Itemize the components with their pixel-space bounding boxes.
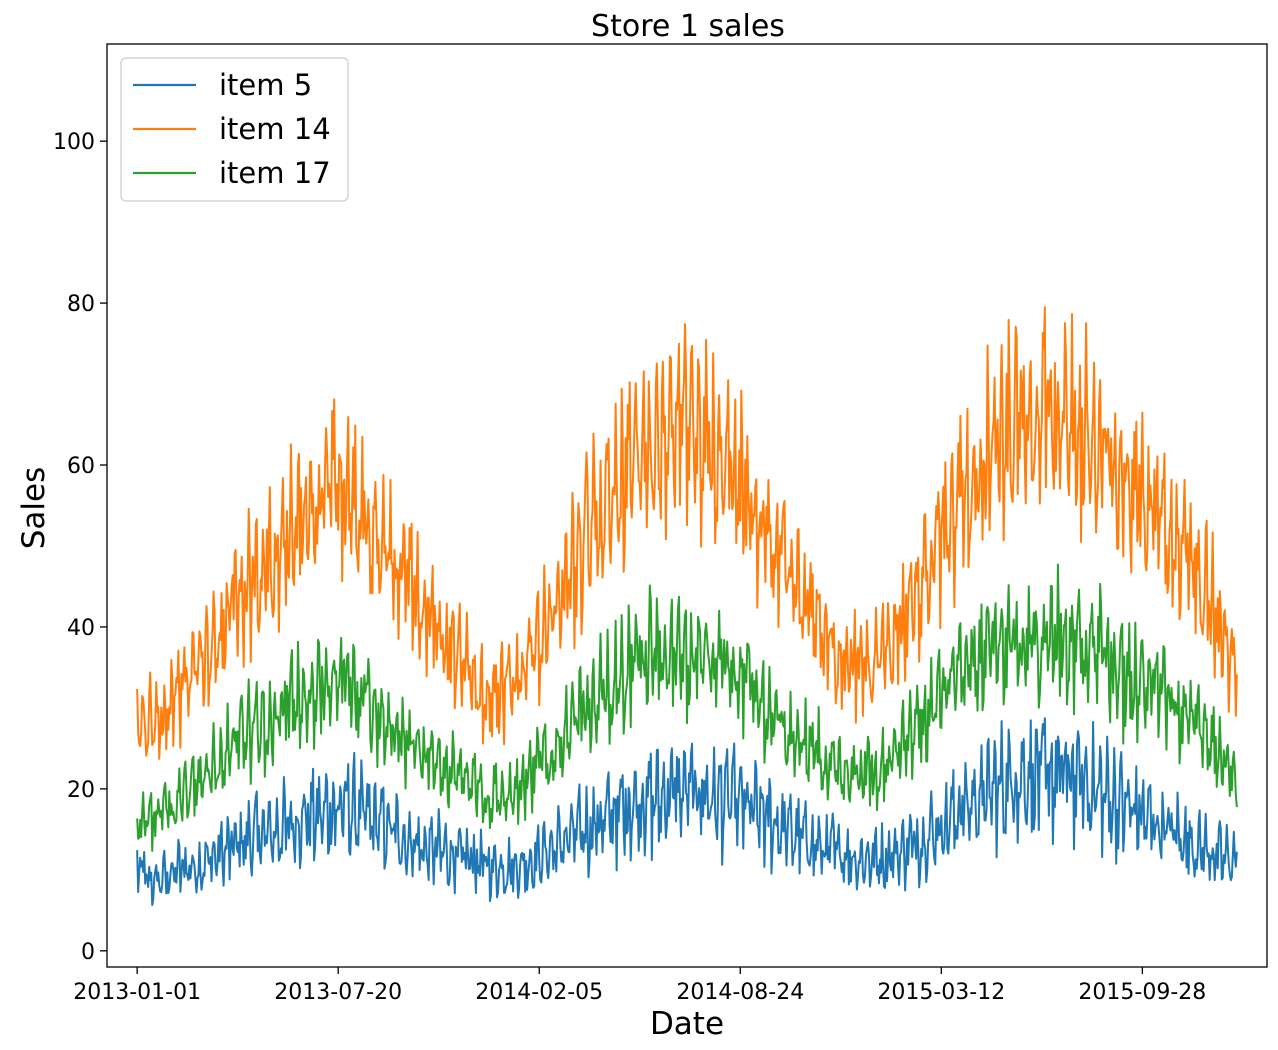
legend-label: item 17 <box>219 156 331 190</box>
legend: item 5 item 14 item 17 <box>120 57 349 202</box>
x-axis-title: Date <box>650 1006 724 1042</box>
x-tick-label: 2014-08-24 <box>676 980 804 1005</box>
series-line-item-5 <box>136 717 1238 907</box>
y-axis-title: Sales <box>16 467 52 550</box>
y-tick-label: 100 <box>53 130 95 155</box>
y-tick-label: 0 <box>81 940 95 965</box>
chart-title: Store 1 sales <box>591 9 785 44</box>
x-tick-label: 2013-01-01 <box>73 980 201 1005</box>
y-tick-label: 60 <box>67 454 95 479</box>
series-line-item-17 <box>136 563 1238 852</box>
y-tick-label: 20 <box>67 778 95 803</box>
x-tick-label: 2015-03-12 <box>877 980 1005 1005</box>
legend-label: item 14 <box>219 112 331 146</box>
legend-label: item 5 <box>219 68 312 102</box>
x-axis: 2013-01-01 2013-07-20 2014-02-05 2014-08-24… <box>73 967 1206 1005</box>
plot-frame <box>106 43 1268 968</box>
series-layer <box>136 306 1238 907</box>
y-tick-label: 40 <box>67 616 95 641</box>
y-tick-label: 80 <box>67 292 95 317</box>
series-line-item-14 <box>136 306 1238 760</box>
x-tick-label: 2014-02-05 <box>475 980 603 1005</box>
x-tick-label: 2015-09-28 <box>1078 980 1206 1005</box>
legend-box <box>120 57 349 202</box>
y-axis: 0 20 40 60 80 100 <box>53 130 107 965</box>
x-tick-label: 2013-07-20 <box>274 980 402 1005</box>
